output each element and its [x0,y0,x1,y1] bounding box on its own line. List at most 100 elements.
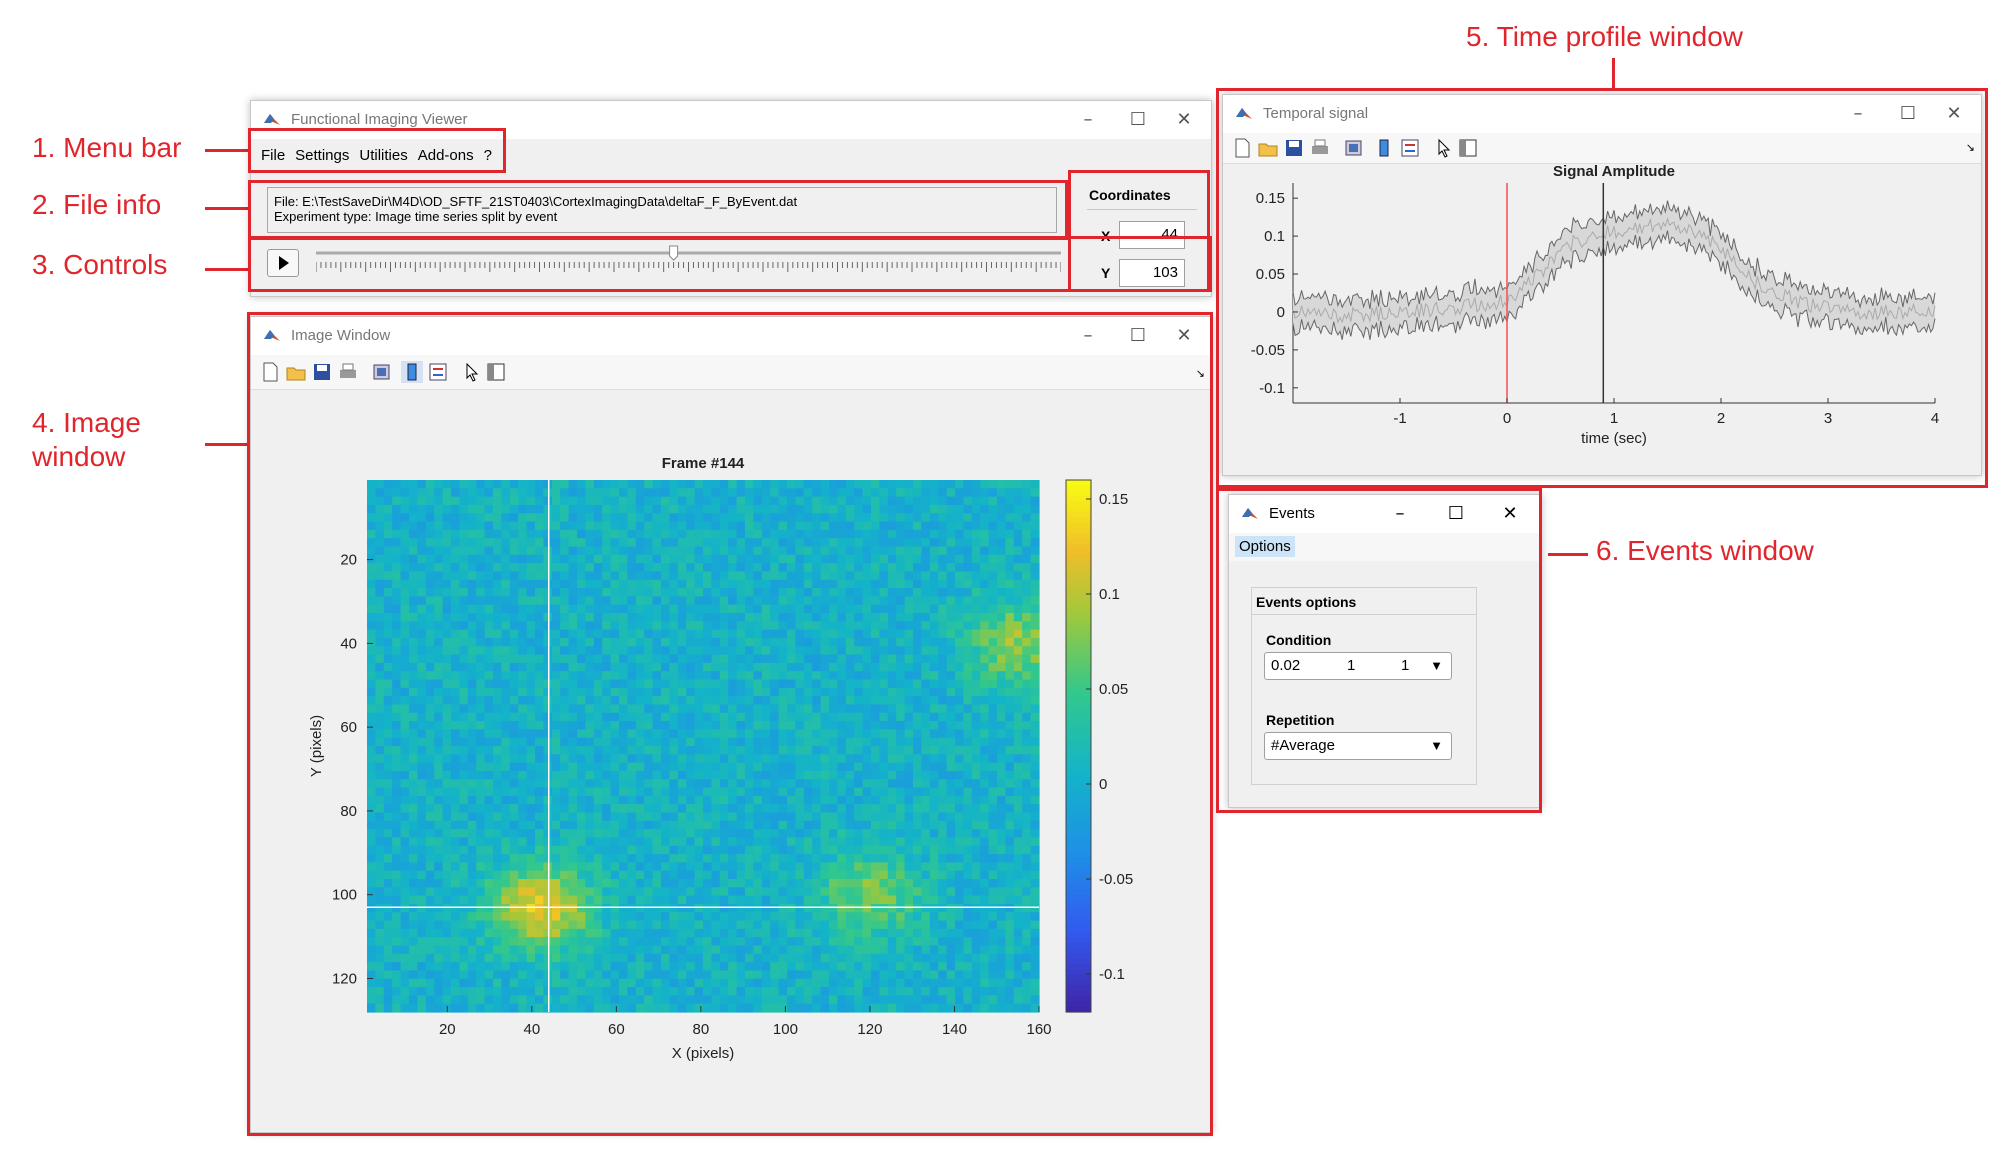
heatmap-cell [367,729,376,739]
heatmap-cell [736,671,746,681]
heatmap-cell [879,662,889,672]
heatmap-cell [988,613,998,622]
heatmap-cell [509,845,519,855]
open-folder-icon[interactable] [285,361,307,383]
heatmap-cell [1030,563,1040,573]
heatmap-cell [367,654,376,664]
matlab-icon [264,114,280,125]
close-button[interactable]: ✕ [1176,109,1192,130]
heatmap-cell [425,662,435,672]
heatmap-cell [711,662,721,672]
heatmap-cell [837,504,847,514]
print-icon[interactable] [337,361,359,383]
heatmap-cell [526,704,536,714]
heatmap-cell [862,588,872,597]
heatmap-cell [375,762,385,772]
heatmap-cell [904,646,914,656]
heatmap-cell [644,696,654,706]
frame-slider[interactable] [316,244,1061,280]
heatmap-cell [862,554,872,564]
heatmap-cell [602,804,612,814]
heatmap-cell [635,662,645,672]
y-coordinate-input[interactable]: 103 [1119,259,1185,287]
new-file-icon[interactable] [259,361,281,383]
heatmap-cell [703,629,712,639]
dock-arrow-icon[interactable]: ↘ [1195,368,1205,380]
heatmap-cell [921,845,931,855]
close-button[interactable]: ✕ [1176,325,1192,346]
save-icon[interactable] [311,361,333,383]
heatmap-cell [913,779,922,789]
heatmap-cell [367,762,376,772]
heatmap-cell [686,563,696,573]
heatmap-cell [551,637,561,647]
heatmap-cell [946,529,956,539]
heatmap-cell [434,679,444,689]
heatmap-cell [451,579,460,589]
heatmap-cell [778,529,788,539]
property-editor-icon[interactable] [485,361,507,383]
heatmap-cell [417,554,427,564]
heatmap-cell [787,820,796,830]
heatmap-cell [778,629,788,639]
heatmap-cell [686,654,696,664]
heatmap-cell [837,696,847,706]
heatmap-cell [367,637,376,647]
link-plot-icon[interactable] [371,361,393,383]
menu-addons[interactable]: Add-ons [417,146,474,164]
heatmap-cell [518,679,528,689]
heatmap-cell [728,770,738,780]
heatmap-cell [476,629,486,639]
heatmap-cell [997,646,1006,656]
heatmap-cell [1013,554,1023,564]
minimize-button[interactable]: – [1083,325,1093,346]
heatmap-cell [459,820,469,830]
heatmap-cell [644,704,654,714]
heatmap-cell [585,704,595,714]
heatmap-cell [929,712,939,722]
heatmap-cell [409,554,418,564]
colorbar-icon[interactable] [401,361,423,383]
heatmap-cell [551,529,561,539]
heatmap-cell [921,820,931,830]
heatmap-cell [619,621,628,631]
play-button[interactable] [267,249,299,277]
menu-settings[interactable]: Settings [295,146,350,164]
maximize-button[interactable]: ☐ [1129,325,1147,346]
heatmap-cell [383,696,393,706]
heatmap-cell [946,588,956,597]
legend-icon[interactable] [427,361,449,383]
heatmap-cell [400,671,410,681]
heatmap-cell [787,687,796,697]
menu-help[interactable]: ? [483,146,492,164]
heatmap-cell [1005,679,1015,689]
heatmap-cell [551,513,561,523]
heatmap-cell [484,870,494,880]
heatmap-cell [938,588,948,597]
heatmap-cell [669,862,679,872]
heatmap-cell [963,712,973,722]
heatmap-cell [1013,529,1023,539]
minimize-button[interactable]: – [1083,109,1093,130]
heatmap-cell [1013,721,1023,730]
slider-thumb[interactable] [669,245,679,261]
heatmap-cell [493,662,502,672]
menu-utilities[interactable]: Utilities [359,146,408,164]
heatmap-cell [619,662,628,672]
heatmap-cell [1022,662,1032,672]
menu-file[interactable]: File [261,146,286,164]
heatmap-cell [761,613,771,622]
heatmap-cell [635,787,645,797]
heatmap-cell [686,845,696,855]
heatmap-cell [644,513,654,523]
pointer-icon[interactable] [461,361,483,383]
heatmap-cell [946,762,956,772]
heatmap-cell [971,554,981,564]
heatmap-cell [921,746,931,755]
maximize-button[interactable]: ☐ [1129,109,1147,130]
heatmap-cell [442,554,452,564]
heatmap-cell [400,737,410,747]
heatmap-cell [392,604,402,614]
heatmap-cell [602,754,612,764]
heatmap-cell [627,671,637,681]
